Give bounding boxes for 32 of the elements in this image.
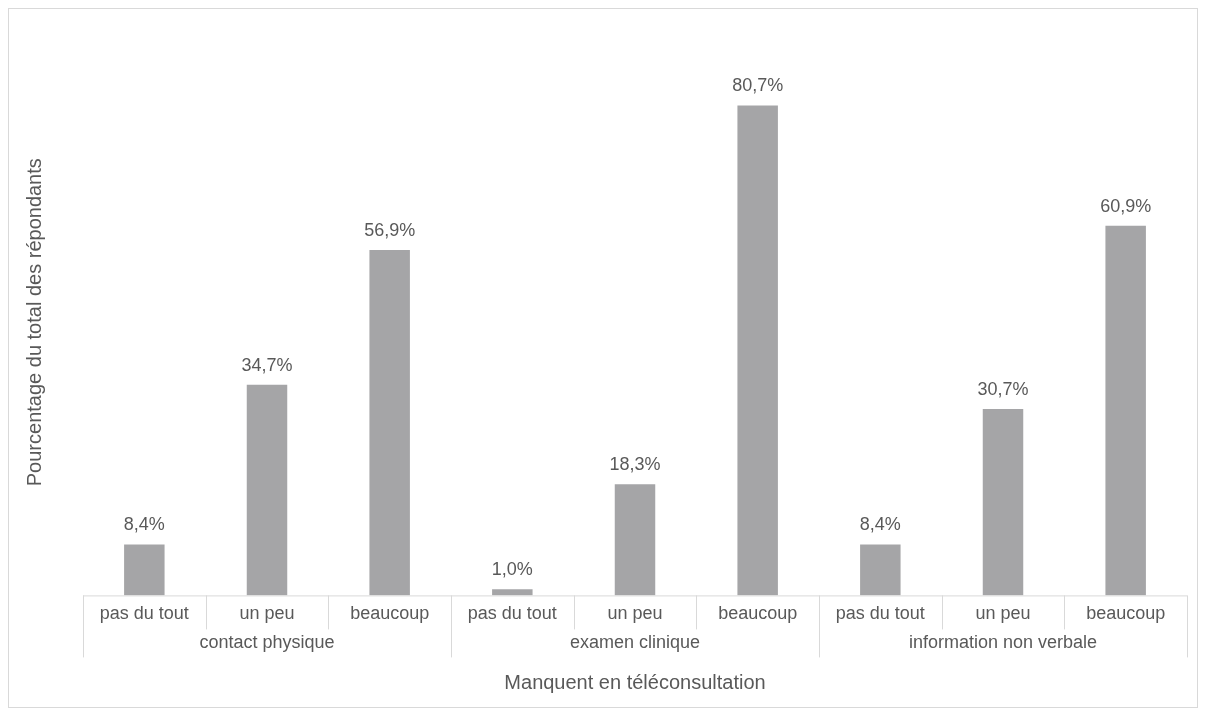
x-tick-label: un peu bbox=[975, 603, 1031, 624]
text: examen clinique bbox=[569, 632, 701, 653]
text: information non verbale bbox=[908, 632, 1098, 653]
x-tick-label: un peu bbox=[607, 603, 663, 624]
bar bbox=[246, 384, 288, 596]
bar bbox=[1105, 225, 1146, 596]
data-label: 1,0% bbox=[491, 559, 533, 580]
data-label: 30,7% bbox=[977, 378, 1029, 399]
x-tick-label: pas du tout bbox=[467, 603, 557, 624]
x-tick-label: beaucoup bbox=[718, 603, 798, 624]
data-label: 8,4% bbox=[123, 514, 165, 535]
text: contact physique bbox=[199, 632, 335, 653]
bar bbox=[982, 409, 1024, 596]
bar bbox=[737, 105, 778, 596]
x-tick-label: beaucoup bbox=[1086, 603, 1166, 624]
x-tick-label: un peu bbox=[239, 603, 295, 624]
x-tick-label: pas du tout bbox=[99, 603, 189, 624]
bar bbox=[614, 484, 656, 596]
data-label: 34,7% bbox=[241, 354, 293, 375]
bar bbox=[492, 589, 533, 596]
x-tick-label: pas du tout bbox=[835, 603, 925, 624]
x-tick-label: beaucoup bbox=[350, 603, 430, 624]
data-label: 8,4% bbox=[859, 514, 901, 535]
y-axis-title: Pourcentage du total des répondants bbox=[22, 158, 45, 487]
data-label: 18,3% bbox=[609, 454, 661, 475]
bar bbox=[124, 544, 165, 596]
data-label: 60,9% bbox=[1100, 195, 1152, 216]
data-label: 56,9% bbox=[364, 219, 416, 240]
x-axis-title: Manquent en téléconsultation bbox=[504, 670, 766, 693]
data-label: 80,7% bbox=[732, 75, 784, 96]
bar bbox=[369, 249, 410, 596]
bar bbox=[860, 544, 901, 596]
